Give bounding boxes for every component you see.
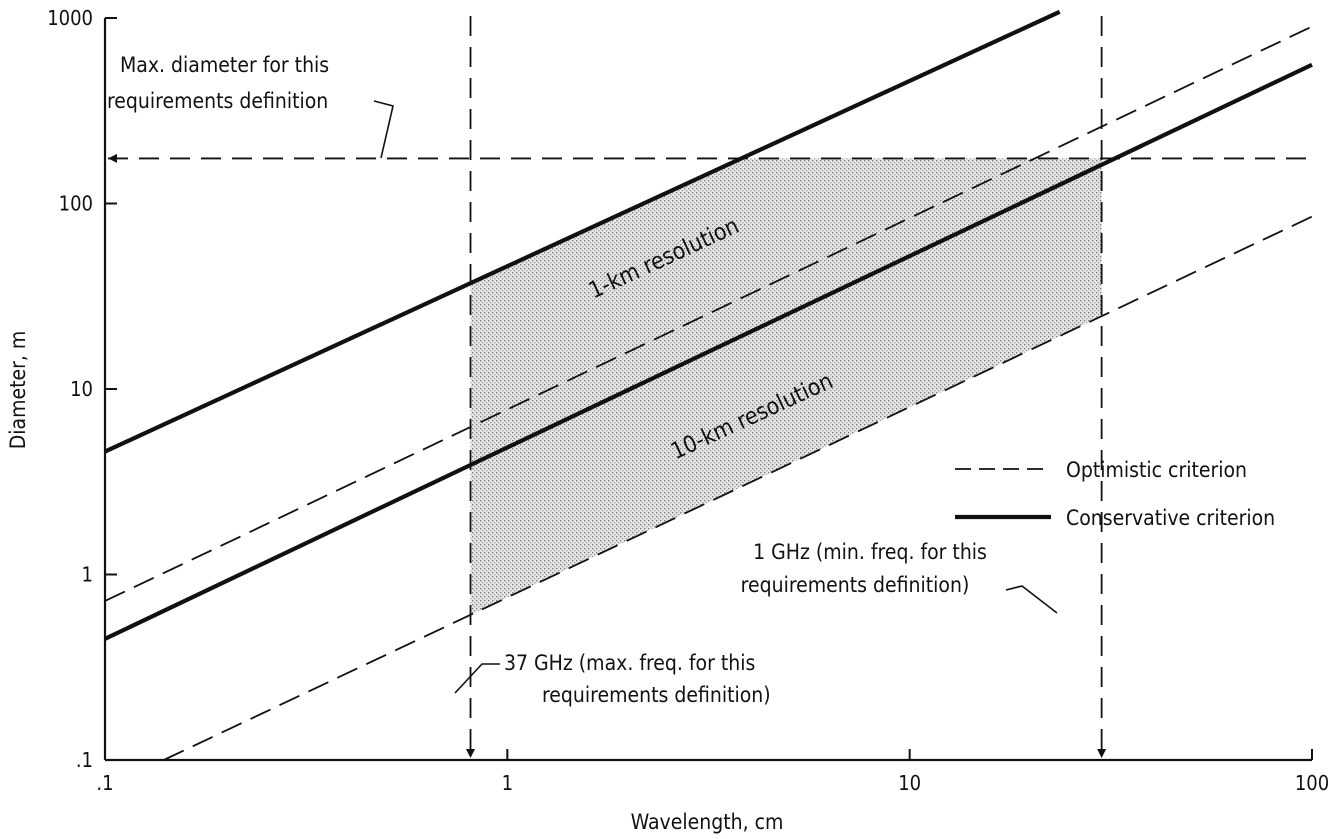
y-tick-label: 1	[82, 563, 93, 587]
y-tick-label: 1000	[47, 6, 93, 30]
y-tick-label: .1	[76, 748, 93, 772]
x-tick-label: 100	[1295, 771, 1329, 795]
y-ticks: .1 1 10 100 1000	[47, 6, 117, 772]
annotation-max-freq-leader	[454, 663, 500, 694]
annotation-min-freq-line2: requirements definition)	[741, 573, 970, 597]
annotation-max-diameter: Max. diameter for this requirements defi…	[107, 53, 394, 159]
x-axis-title: Wavelength, cm	[631, 810, 784, 834]
annotation-max-diameter-line1: Max. diameter for this	[120, 53, 329, 77]
x-tick-label: 10	[898, 771, 921, 795]
legend: Optimistic criterion Conservative criter…	[955, 458, 1275, 530]
series-1-km-conservative-line	[104, 9, 1061, 454]
x-tick-label: 1	[502, 771, 513, 795]
annotation-min-freq-line1: 1 GHz (min. freq. for this	[753, 540, 987, 564]
x-ticks: .1 1 10 100	[96, 749, 1329, 795]
y-tick-label: 100	[59, 192, 93, 216]
annotation-max-diameter-line2: requirements definition	[107, 89, 328, 113]
y-axis-title: Diameter, m	[6, 331, 30, 450]
annotation-max-diameter-leader	[373, 100, 394, 159]
annotation-max-freq-line2: requirements definition)	[542, 683, 771, 707]
y-tick-label: 10	[70, 377, 93, 401]
series-layer	[104, 9, 1313, 761]
annotation-min-freq-leader	[1005, 585, 1058, 614]
feasible-region-shading	[470, 158, 1102, 615]
legend-conservative-label: Conservative criterion	[1066, 506, 1275, 530]
series-10-km-conservative-line	[104, 62, 1313, 641]
annotation-min-frequency: 1 GHz (min. freq. for this requirements …	[741, 540, 1058, 614]
annotation-max-frequency: 37 GHz (max. freq. for this requirements…	[454, 651, 771, 707]
x-tick-label: .1	[96, 771, 113, 795]
legend-optimistic-label: Optimistic criterion	[1066, 458, 1247, 482]
annotation-max-freq-line1: 37 GHz (max. freq. for this	[504, 651, 755, 675]
series-10-km-optimistic-line	[163, 215, 1313, 761]
